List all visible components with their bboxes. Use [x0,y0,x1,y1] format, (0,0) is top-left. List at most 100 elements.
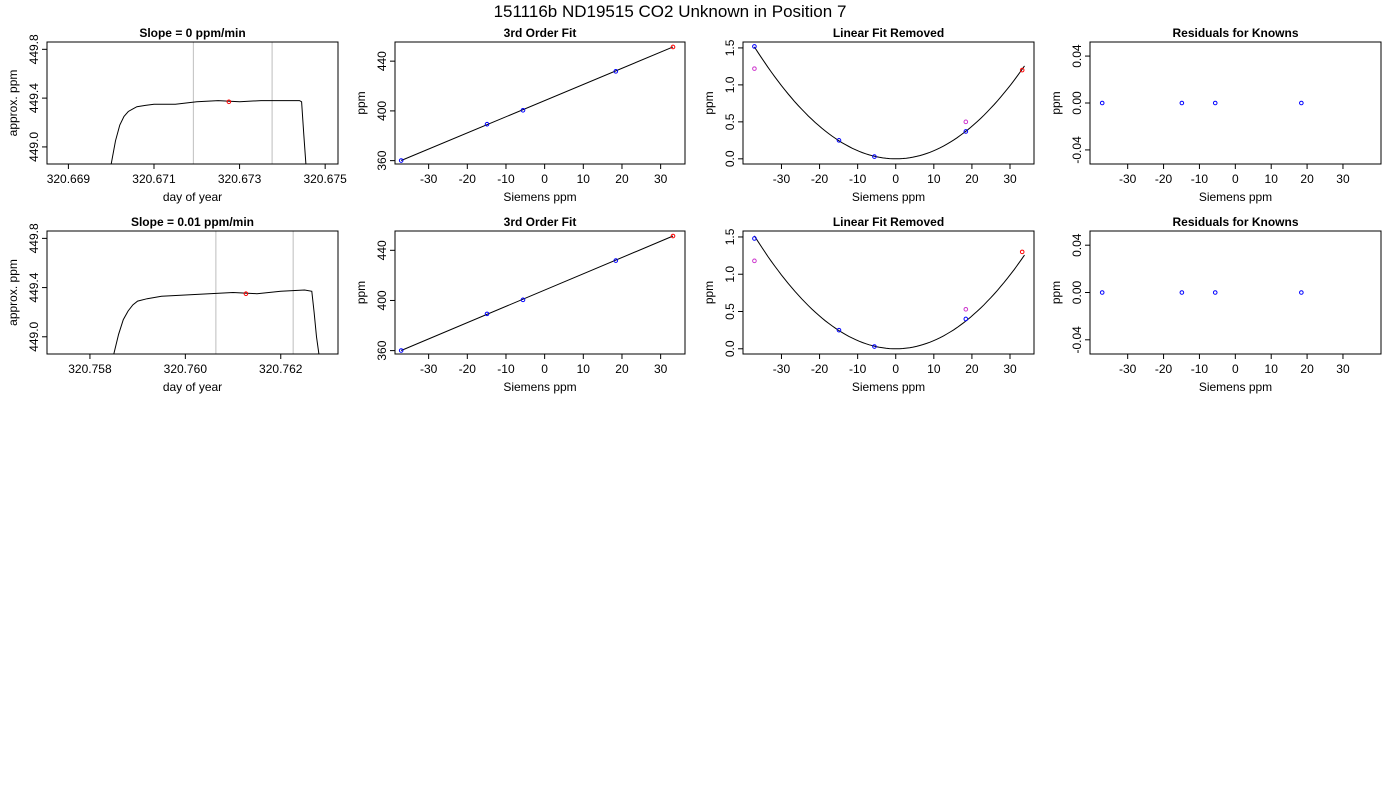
data-point [1299,290,1304,295]
x-tick-label: 30 [1003,172,1017,186]
x-tick-label: -10 [849,172,867,186]
page-title: 151116b ND19515 CO2 Unknown in Position … [494,2,847,21]
x-tick-label: -10 [1191,362,1209,376]
plot-area [752,44,1025,160]
data-point [1212,290,1218,295]
x-axis-label: Siemens ppm [1199,190,1272,204]
plot-frame [46,230,339,355]
x-tick-label: 20 [615,362,629,376]
fit-curve [753,235,1025,350]
x-tick-label: 30 [1336,172,1350,186]
data-point [836,327,842,333]
x-tick-label: -20 [459,362,477,376]
y-tick-label: 449.8 [27,34,41,64]
y-tick-label: 0.00 [1070,91,1084,115]
x-tick-label: 0 [892,362,899,376]
chart-title: Linear Fit Removed [833,26,944,40]
y-tick-label: 1.0 [723,76,737,93]
y-tick-label: 0.04 [1070,44,1084,68]
chart-title: 3rd Order Fit [504,215,577,229]
y-tick-label: 440 [375,51,389,71]
x-tick-label: -20 [1155,172,1173,186]
y-tick-label: 449.4 [27,83,41,113]
chart-title: Slope = 0 ppm/min [139,26,245,40]
data-marker [226,99,232,105]
x-tick-label: 30 [1003,362,1017,376]
x-tick-label: 20 [615,172,629,186]
x-tick-label: 20 [1300,362,1314,376]
data-marker [243,291,249,297]
y-tick-label: 1.0 [723,266,737,283]
x-tick-label: -10 [497,172,515,186]
x-tick-label: 320.760 [164,362,208,376]
y-tick-label: 360 [375,340,389,360]
chart-title: Slope = 0.01 ppm/min [131,215,254,229]
plot-area [398,44,676,163]
y-axis-label: ppm [354,281,368,304]
y-tick-label: -0.04 [1070,326,1084,354]
plot-frame [1089,230,1382,355]
x-tick-label: 0 [892,172,899,186]
data-point [1019,67,1025,73]
x-tick-label: 10 [927,172,941,186]
x-axis-label: day of year [163,380,222,394]
plot-area [113,231,320,354]
x-tick-label: 20 [965,362,979,376]
x-tick-label: -10 [849,362,867,376]
y-tick-label: 0.00 [1070,280,1084,304]
data-point [613,69,619,74]
plot-area [752,235,1025,350]
x-tick-label: 0 [1232,362,1239,376]
x-axis-label: Siemens ppm [1199,380,1272,394]
y-axis-label: ppm [354,91,368,114]
y-tick-label: 449.0 [27,321,41,351]
y-tick-label: 400 [375,290,389,310]
x-tick-label: 30 [654,172,668,186]
fit-line [400,46,674,161]
x-tick-label: -30 [773,362,791,376]
y-tick-label: 360 [375,150,389,170]
x-tick-label: -10 [1191,172,1209,186]
data-point [963,316,969,322]
chart-panel-7: Linear Fit Removed -30 -20 -10 0 10 20 30 0.0 0.5… [702,215,1035,394]
y-axis-label: approx. ppm [6,259,20,326]
x-tick-label: 10 [577,172,591,186]
x-tick-label: 320.675 [303,172,347,186]
data-point [398,348,404,353]
data-point [752,236,757,241]
x-tick-label: 30 [1336,362,1350,376]
y-tick-label: 449.8 [27,223,41,253]
x-tick-label: -30 [420,362,438,376]
fit-line [400,235,674,351]
chart-panel-4: Residuals for Knowns -30 -20 -10 0 10 20 30 -0.0… [1049,26,1382,204]
fit-curve [753,46,1025,160]
data-series-line [110,100,307,164]
data-point [484,311,490,317]
y-axis-label: ppm [702,91,716,114]
y-tick-label: 1.5 [723,228,737,245]
data-point [963,129,969,134]
x-tick-label: -20 [811,172,829,186]
x-tick-label: 20 [965,172,979,186]
x-tick-label: -10 [497,362,515,376]
y-tick-label: 440 [375,240,389,260]
y-tick-label: -0.04 [1070,136,1084,164]
x-tick-label: -30 [1119,172,1137,186]
data-point [613,258,619,263]
y-tick-label: 449.4 [27,272,41,302]
chart-title: 3rd Order Fit [504,26,577,40]
data-point [1099,100,1105,106]
data-point [963,306,969,312]
x-tick-label: 0 [1232,172,1239,186]
data-point [1019,249,1025,255]
x-tick-label: 10 [577,362,591,376]
x-tick-label: 320.671 [132,172,176,186]
plot-frame [46,41,339,165]
data-point [963,119,969,125]
y-tick-label: 1.5 [723,39,737,56]
x-tick-label: 320.669 [47,172,91,186]
chart-title: Linear Fit Removed [833,215,944,229]
y-axis-label: ppm [702,281,716,304]
y-tick-label: 0.04 [1070,233,1084,257]
